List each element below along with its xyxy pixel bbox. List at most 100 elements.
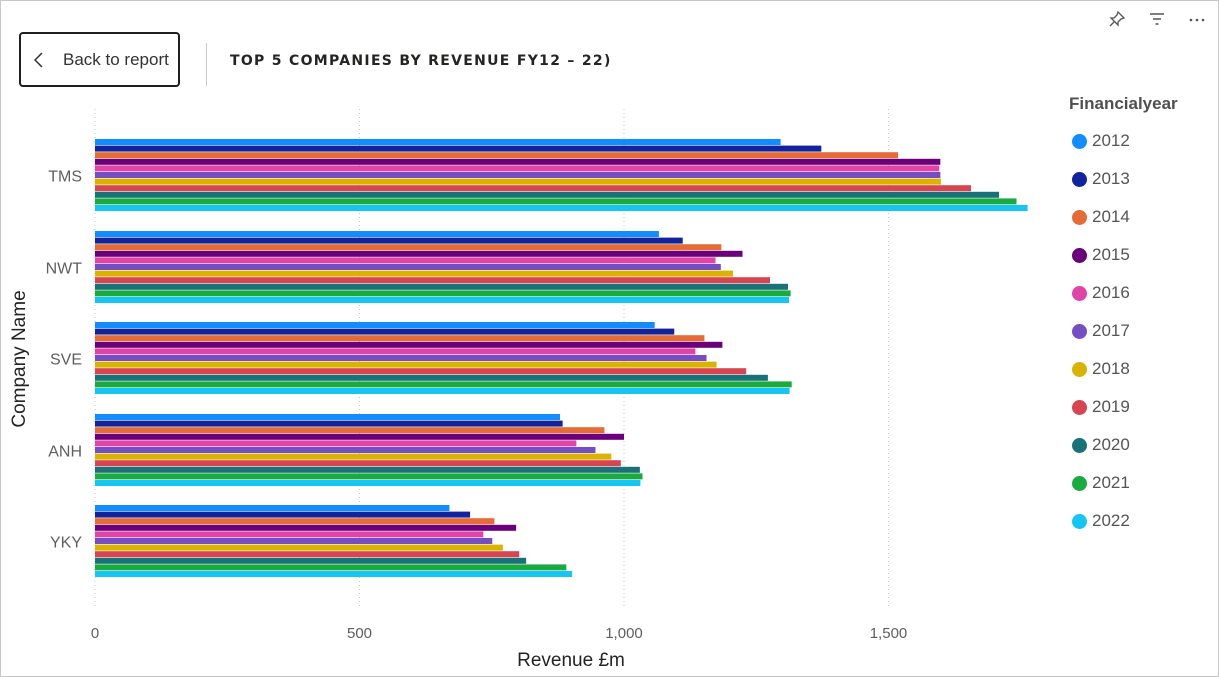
filter-icon[interactable] [1146,8,1168,30]
bar[interactable] [95,322,655,328]
bar[interactable] [95,480,641,486]
bar[interactable] [95,368,747,375]
bar[interactable] [95,145,822,152]
bar[interactable] [95,244,722,251]
bar[interactable] [95,427,605,434]
visual-toolbar [1106,8,1208,30]
pin-icon[interactable] [1106,8,1128,30]
bar[interactable] [95,231,659,237]
x-axis-title: Revenue £m [517,650,625,671]
bar[interactable] [95,283,788,290]
x-tick-label: 1,500 [870,625,908,642]
legend-label: 2022 [1092,511,1130,530]
chevron-left-icon [29,50,49,70]
legend-label: 2015 [1092,245,1130,264]
bar[interactable] [95,453,612,460]
bar[interactable] [95,172,941,178]
bar[interactable] [95,270,733,277]
bar[interactable] [95,297,790,303]
legend-label: 2013 [1092,169,1130,188]
legend-dot-icon [1072,399,1087,415]
bar[interactable] [95,348,696,355]
bar[interactable] [95,198,1017,205]
legend-label: 2014 [1092,207,1130,226]
bar[interactable] [95,518,495,525]
bar[interactable] [95,564,567,571]
bar[interactable] [95,440,577,447]
legend-item[interactable]: 2015 [1069,236,1178,274]
legend-item[interactable]: 2012 [1069,122,1178,160]
bar[interactable] [95,178,941,185]
bar[interactable] [95,290,791,297]
legend-dot-icon [1072,475,1087,491]
bar[interactable] [95,460,621,467]
legend-item[interactable]: 2018 [1069,350,1178,388]
bar[interactable] [95,433,624,440]
bar[interactable] [95,511,471,518]
legend-item[interactable]: 2021 [1069,464,1178,502]
bar[interactable] [95,264,721,270]
legend-item[interactable]: 2013 [1069,160,1178,198]
bar[interactable] [95,557,527,564]
legend-dot-icon [1072,513,1087,529]
legend-dot-icon [1072,437,1087,453]
bar[interactable] [95,414,560,420]
x-tick-label: 500 [347,625,372,642]
legend-label: 2018 [1092,359,1130,378]
bar[interactable] [95,250,743,257]
bar[interactable] [95,374,768,381]
bar[interactable] [95,341,723,348]
more-options-icon[interactable] [1186,8,1208,30]
bar[interactable] [95,531,484,538]
legend-item[interactable]: 2022 [1069,502,1178,540]
legend-item[interactable]: 2016 [1069,274,1178,312]
legend-label: 2012 [1092,131,1130,150]
back-to-report-button[interactable]: Back to report [19,32,180,87]
bar[interactable] [95,505,450,511]
bar[interactable] [95,524,517,531]
bar[interactable] [95,420,563,427]
y-category-label: TMS [48,168,82,185]
bar[interactable] [95,335,705,342]
back-to-report-label: Back to report [63,49,169,69]
bar[interactable] [95,571,573,577]
bar[interactable] [95,328,675,335]
bar[interactable] [95,139,781,145]
legend-item[interactable]: 2020 [1069,426,1178,464]
bar[interactable] [95,237,683,244]
bar[interactable] [95,447,596,453]
legend-item[interactable]: 2017 [1069,312,1178,350]
x-tick-label: 0 [91,625,99,642]
y-category-label: YKY [50,534,82,551]
bar[interactable] [95,361,717,368]
bar[interactable] [95,466,640,473]
bar[interactable] [95,257,716,264]
header-divider [206,43,207,86]
bar[interactable] [95,355,707,361]
bar-chart: 0 500 1,000 1,500 TMS NWT SVE ANH YKY Revenue £m C… [9,109,1028,671]
bar[interactable] [95,165,940,172]
bar[interactable] [95,544,503,551]
bar[interactable] [95,152,899,159]
bar[interactable] [95,191,1000,198]
bar[interactable] [95,473,643,480]
legend-label: 2019 [1092,397,1130,416]
bar[interactable] [95,381,792,388]
y-axis-title: Company Name [9,290,30,427]
legend-label: 2020 [1092,435,1130,454]
legend-dot-icon [1072,247,1087,263]
bar[interactable] [95,388,790,394]
bar[interactable] [95,277,771,284]
bar[interactable] [95,185,972,192]
bar[interactable] [95,205,1028,211]
bar[interactable] [95,538,493,544]
legend-item[interactable]: 2019 [1069,388,1178,426]
legend-dot-icon [1072,285,1087,301]
legend-dot-icon [1072,209,1087,225]
legend-item[interactable]: 2014 [1069,198,1178,236]
chart-title: TOP 5 COMPANIES BY REVENUE FY12 – 22) [230,53,612,69]
bar[interactable] [95,158,941,165]
bar[interactable] [95,551,520,558]
y-category-label: ANH [48,443,82,460]
